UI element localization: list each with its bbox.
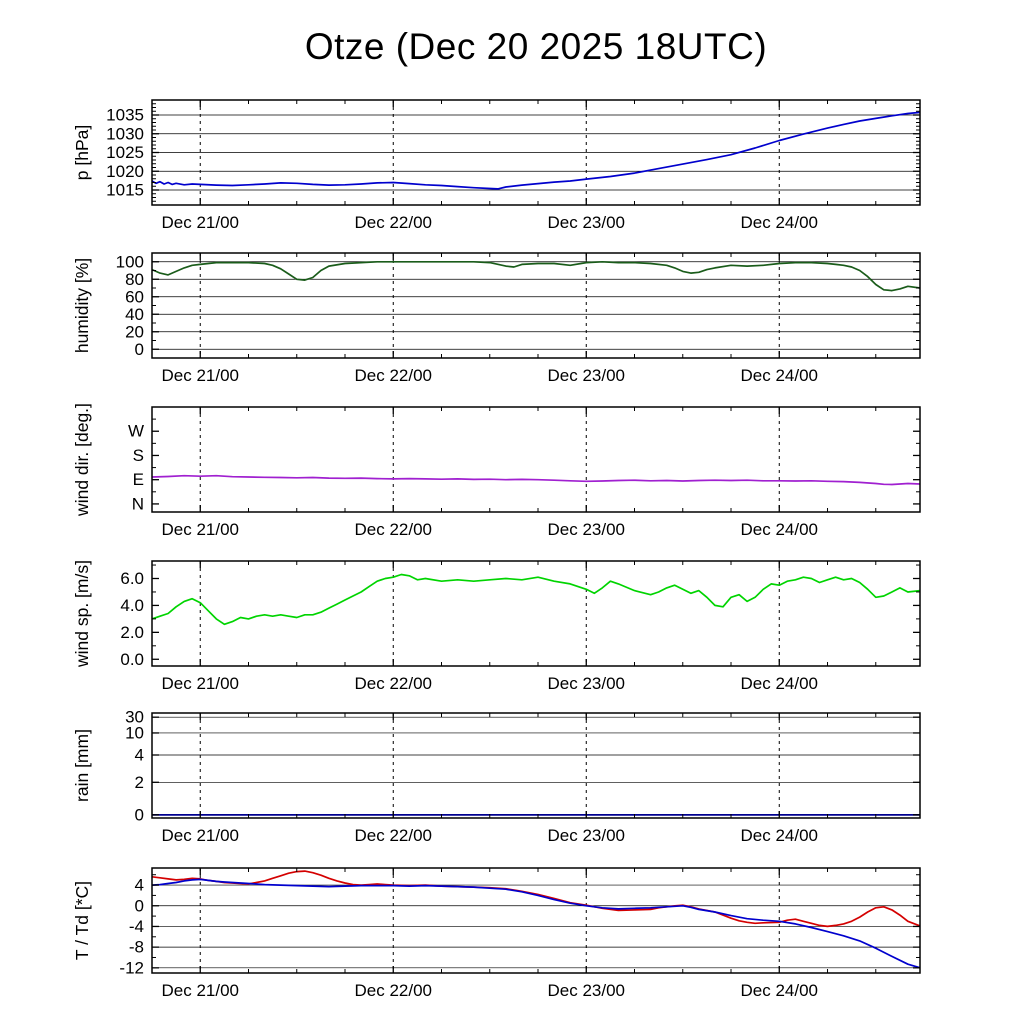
- series-pressure: [152, 111, 920, 190]
- ytick-label: 4: [135, 746, 144, 765]
- ytick-label: 1015: [106, 181, 144, 200]
- xtick-label: Dec 24/00: [741, 213, 819, 232]
- xtick-label: Dec 23/00: [548, 213, 626, 232]
- panel-border: [151, 867, 921, 974]
- xtick-label: Dec 21/00: [162, 366, 240, 385]
- ytick-label: 4: [135, 876, 144, 895]
- ytick-label: 1030: [106, 124, 144, 143]
- ytick-label: 6.0: [120, 569, 144, 588]
- ylabel-humidity: humidity [%]: [72, 258, 92, 353]
- xtick-label: Dec 24/00: [741, 826, 819, 845]
- xtick-label: Dec 24/00: [741, 520, 819, 539]
- ytick-label: 0.0: [120, 650, 144, 669]
- xtick-label: Dec 23/00: [548, 826, 626, 845]
- ytick-label: 40: [125, 305, 144, 324]
- xtick-label: Dec 21/00: [162, 826, 240, 845]
- ylabel-wind-speed: wind sp. [m/s]: [72, 560, 92, 668]
- ytick-label: 1025: [106, 143, 144, 162]
- ytick-label: 0: [135, 805, 144, 824]
- ytick-label: 2: [135, 773, 144, 792]
- ytick-label: 0: [135, 896, 144, 915]
- xtick-label: Dec 22/00: [355, 213, 433, 232]
- xtick-label: Dec 21/00: [162, 520, 240, 539]
- xtick-label: Dec 23/00: [548, 674, 626, 693]
- xtick-label: Dec 22/00: [355, 826, 433, 845]
- xtick-label: Dec 22/00: [355, 981, 433, 1000]
- xtick-label: Dec 24/00: [741, 981, 819, 1000]
- panel-border: [151, 712, 921, 819]
- xtick-label: Dec 23/00: [548, 366, 626, 385]
- chart-title: Otze (Dec 20 2025 18UTC): [304, 26, 768, 67]
- ytick-label: -4: [129, 917, 144, 936]
- panel-temperature: -12-8 -4 04 Dec 21/00 Dec 22/00 Dec 23/00 Dec …: [72, 867, 921, 1000]
- ytick-label: E: [133, 470, 144, 489]
- xtick-label: Dec 21/00: [162, 674, 240, 693]
- ytick-label: 30: [125, 708, 144, 727]
- panel-wind-speed: 0.0 2.0 4.0 6.0 Dec 21/00 Dec 22/00 Dec 23/00 D…: [72, 560, 921, 693]
- xtick-label: Dec 22/00: [355, 366, 433, 385]
- ytick-label: 80: [125, 270, 144, 289]
- series-wind-direction: [152, 474, 920, 486]
- ytick-label: 1020: [106, 162, 144, 181]
- xtick-label: Dec 21/00: [162, 213, 240, 232]
- ytick-label: N: [132, 494, 144, 513]
- ytick-label: 10: [125, 723, 144, 742]
- ytick-label: 20: [125, 322, 144, 341]
- ytick-label: 0: [135, 340, 144, 359]
- xtick-label: Dec 22/00: [355, 520, 433, 539]
- ylabel-rain: rain [mm]: [72, 729, 92, 802]
- series-dew-point: [152, 878, 920, 969]
- series-humidity: [152, 260, 920, 292]
- xtick-label: Dec 23/00: [548, 981, 626, 1000]
- ytick-label: W: [128, 422, 144, 441]
- ytick-label: S: [133, 446, 144, 465]
- xtick-label: Dec 23/00: [548, 520, 626, 539]
- series-wind-speed: [152, 573, 920, 626]
- panel-rain: 0 2 4 1030 Dec 21/00 Dec 22/00 Dec 23/00 Dec 24…: [72, 708, 921, 845]
- ytick-label: 1035: [106, 106, 144, 125]
- ytick-label: 4.0: [120, 596, 144, 615]
- ytick-label: 2.0: [120, 623, 144, 642]
- panel-border: [151, 406, 921, 513]
- panel-border: [151, 560, 921, 667]
- ytick-label: 60: [125, 287, 144, 306]
- xtick-label: Dec 21/00: [162, 981, 240, 1000]
- panel-border: [151, 252, 921, 359]
- ylabel-wind-direction: wind dir. [deg.]: [72, 403, 92, 517]
- xtick-label: Dec 22/00: [355, 674, 433, 693]
- xtick-label: Dec 24/00: [741, 366, 819, 385]
- ylabel-temperature: T / Td [*C]: [72, 881, 92, 960]
- ytick-label: -12: [119, 958, 144, 977]
- ylabel-pressure: p [hPa]: [72, 125, 92, 180]
- xtick-label: Dec 24/00: [741, 674, 819, 693]
- ytick-label: 100: [116, 252, 144, 271]
- ytick-label: -8: [129, 938, 144, 957]
- series-temperature: [152, 870, 920, 928]
